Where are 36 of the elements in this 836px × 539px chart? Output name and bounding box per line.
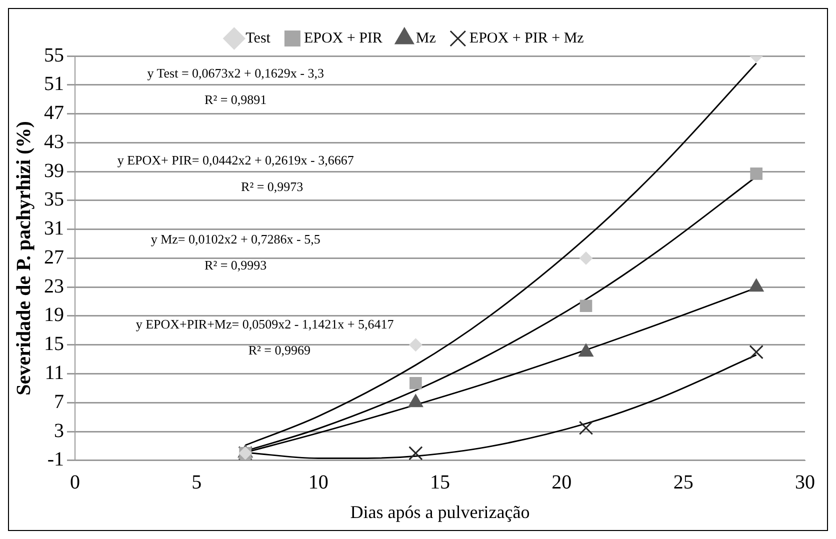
y-tick-label: 51 bbox=[44, 73, 64, 96]
y-axis-title: Severidade de P. pachyrhizi (%) bbox=[13, 121, 36, 396]
x-tick-label: 15 bbox=[430, 472, 450, 494]
y-tick-label: 19 bbox=[44, 304, 64, 326]
x-tick-label: 5 bbox=[192, 472, 202, 494]
x-axis-title: Dias após a pulverização bbox=[350, 502, 530, 522]
y-tick-label: 27 bbox=[44, 246, 64, 268]
y-tick-label: 39 bbox=[44, 160, 64, 182]
y-tick-label: 15 bbox=[44, 333, 64, 356]
y-tick-label: 47 bbox=[44, 102, 64, 124]
y-tick-label: 23 bbox=[44, 275, 64, 298]
legend-label: EPOX + PIR bbox=[304, 30, 382, 46]
annotation: R² = 0,9969 bbox=[248, 342, 310, 358]
annotation: y Mz= 0,0102x2 + 0,7286x - 5,5 bbox=[150, 231, 320, 246]
y-tick-label: 3 bbox=[54, 420, 64, 442]
y-tick-label: 31 bbox=[44, 218, 64, 240]
y-tick-label: 55 bbox=[44, 44, 64, 66]
y-tick-label: 7 bbox=[54, 390, 64, 413]
x-tick-label: 20 bbox=[552, 472, 572, 494]
annotation: R² = 0,9891 bbox=[204, 92, 267, 107]
annotation: y EPOX+ PIR= 0,0442x2 + 0,2619x - 3,6667 bbox=[117, 152, 354, 168]
legend-label: Test bbox=[246, 30, 272, 46]
y-tick-label: 43 bbox=[44, 130, 64, 153]
x-tick-label: 10 bbox=[308, 472, 328, 494]
x-tick-label: 25 bbox=[673, 472, 694, 494]
annotation: y Test = 0,0673x2 + 0,1629x - 3,3 bbox=[147, 66, 324, 81]
y-tick-label: 35 bbox=[44, 188, 64, 211]
y-tick-label: 11 bbox=[44, 362, 64, 384]
annotation: R² = 0,9993 bbox=[204, 258, 267, 273]
annotation: R² = 0,9973 bbox=[241, 178, 304, 194]
x-tick-label: 0 bbox=[70, 472, 80, 494]
legend-label: Mz bbox=[416, 30, 436, 46]
annotation: y EPOX+PIR+Mz= 0,0509x2 - 1,1421x + 5,6417 bbox=[136, 316, 394, 332]
x-tick-label: 30 bbox=[795, 472, 815, 494]
y-tick-label: -1 bbox=[47, 448, 64, 471]
legend-label: EPOX + PIR + Mz bbox=[469, 30, 584, 46]
